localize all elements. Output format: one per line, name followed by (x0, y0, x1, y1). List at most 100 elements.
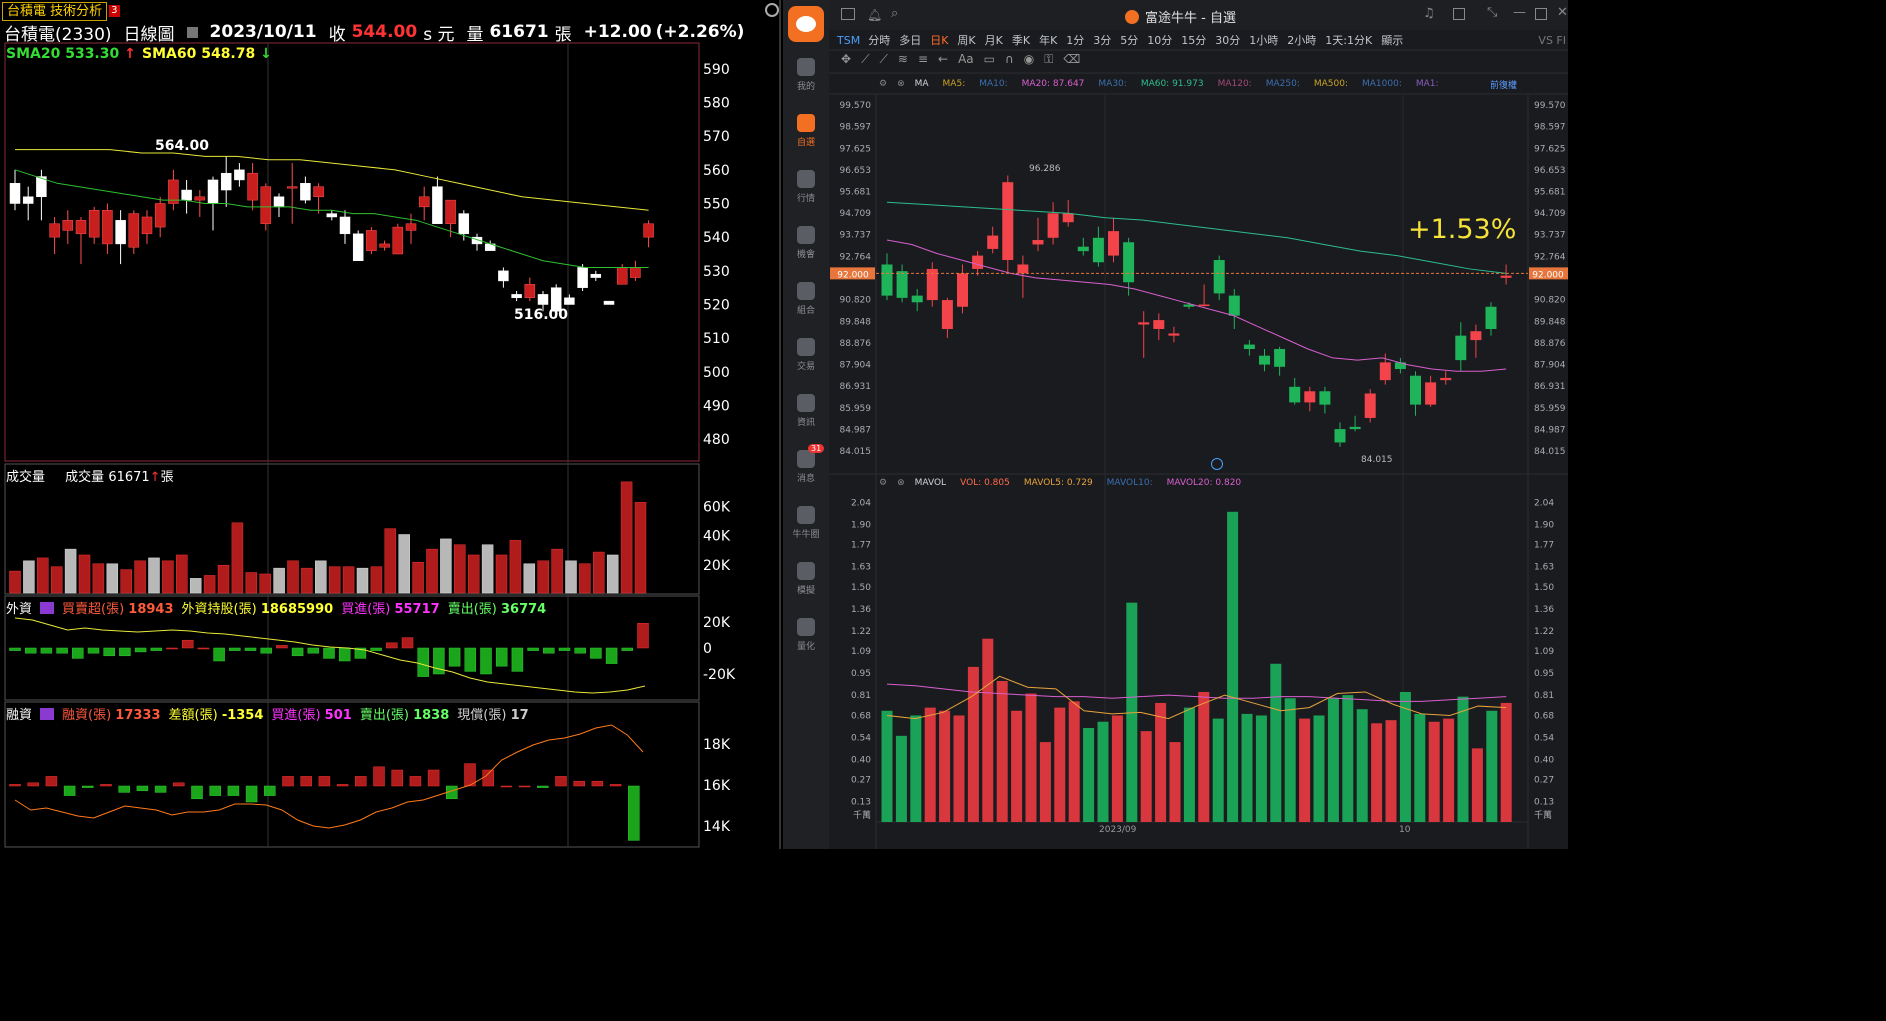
indicator-list-icon[interactable] (40, 601, 55, 614)
price-tick-right: 88.876 (1534, 339, 1566, 349)
expand-icon[interactable]: ⤡ (1487, 5, 1498, 20)
period-tab[interactable]: 5分 (1120, 34, 1139, 47)
close-indicator-icon[interactable]: ⊗ (897, 478, 905, 488)
ma-legend-item[interactable]: MA250: (1265, 79, 1300, 89)
trade-icon (797, 338, 815, 356)
period-tab[interactable]: 2小時 (1287, 34, 1317, 47)
volume-bar (342, 566, 355, 594)
volume-bar (910, 715, 922, 822)
period-dropdown-icon[interactable] (186, 26, 198, 38)
vol-legend-item[interactable]: MAVOL (914, 478, 947, 488)
ma-legend-item[interactable]: MA20: 87.647 (1021, 79, 1085, 89)
sidebar-item[interactable]: 牛牛圈 (783, 506, 829, 540)
channel-tool-icon[interactable]: ≋ (897, 52, 908, 66)
sidebar-item[interactable]: 資訊 (783, 394, 829, 428)
ma-legend-item[interactable]: MA500: (1313, 79, 1348, 89)
vol-legend-item[interactable]: MAVOL20: 0.820 (1166, 478, 1242, 488)
eye-tool-icon[interactable]: ◉ (1023, 52, 1035, 66)
volume-bar (523, 563, 536, 594)
period-tab[interactable]: 季K (1011, 34, 1031, 47)
foreign-bar (401, 637, 414, 649)
indicator-list-icon[interactable] (40, 707, 55, 720)
period-tab[interactable]: 月K (984, 34, 1003, 47)
headset-icon[interactable]: ♫ (1423, 6, 1435, 21)
tab-title[interactable]: 台積電 技術分析 (2, 1, 108, 21)
price-candles (9, 149, 654, 318)
period-tabs: TSM 分時 多日 日K 周K 月K 季K 年K 1分 3分 5分 10分 15分 30分 1小時 2小時 1… (829, 30, 1568, 50)
sidebar-item[interactable]: 模擬 (783, 562, 829, 596)
period-tab[interactable]: 分時 (868, 34, 891, 47)
note-tool-icon[interactable]: ▭ (983, 52, 995, 66)
sidebar-item[interactable]: 機會 (783, 226, 829, 260)
sidebar-item[interactable]: 交易 (783, 338, 829, 372)
minimize-icon[interactable]: — (1513, 5, 1526, 20)
lock-tool-icon[interactable]: ⚿ (1044, 52, 1054, 66)
text-tool-icon[interactable]: Aa (958, 52, 974, 66)
ma-legend-item[interactable]: MA1: (1415, 79, 1439, 89)
maximize-icon[interactable] (1535, 8, 1547, 20)
vol-legend-item[interactable]: VOL: 0.805 (960, 478, 1010, 488)
period-tab[interactable]: 15分 (1181, 34, 1207, 47)
arrow-tool-icon[interactable]: ← (938, 52, 949, 66)
fib-tool-icon[interactable]: ≡ (917, 52, 928, 66)
ray-tool-icon[interactable]: ⟋ (879, 52, 888, 66)
ma-legend-item[interactable]: MA (914, 79, 929, 89)
candle-body (1017, 264, 1029, 274)
ma-legend-item[interactable]: MA30: (1098, 79, 1127, 89)
line-tool-icon[interactable]: ⟋ (861, 52, 870, 66)
sidebar-item[interactable]: 行情 (783, 170, 829, 204)
margin-item: 融資(張) 17333 (62, 704, 161, 723)
period-tab[interactable]: 30分 (1215, 34, 1241, 47)
sidebar-item[interactable]: 消息 31 (783, 444, 829, 484)
foreign-bar (24, 647, 37, 654)
bell-icon[interactable]: 🔔︎ (867, 8, 883, 22)
settings-icon[interactable]: ⚙ (879, 79, 888, 89)
crosshair-icon[interactable]: ✥ (841, 52, 852, 66)
foreign-item-value: 36774 (500, 602, 547, 617)
period-tab[interactable]: 1小時 (1249, 34, 1279, 47)
vol-legend-item[interactable]: MAVOL10: (1106, 478, 1153, 488)
ma-legend-item[interactable]: MA5: (942, 79, 966, 89)
vol-legend-item[interactable]: MAVOL5: 0.729 (1023, 478, 1093, 488)
period-tab[interactable]: 顯示 (1381, 34, 1404, 47)
ma-legend-item[interactable]: MA60: 91.973 (1140, 79, 1204, 89)
period-tab[interactable]: 日K (930, 34, 949, 47)
adjust-label[interactable]: 前復權 (1490, 81, 1518, 91)
sidebar-item-label: 機會 (796, 250, 815, 260)
volume-bar (78, 554, 91, 594)
delete-tool-icon[interactable]: ⌫ (1063, 52, 1081, 66)
settings-icon[interactable]: ⚙ (879, 478, 888, 488)
event-marker-icon[interactable] (1211, 458, 1223, 470)
magnet-tool-icon[interactable]: ∩ (1004, 52, 1014, 66)
sidebar-item[interactable]: 自選 (783, 114, 829, 148)
ticker-label[interactable]: TSM (837, 33, 861, 47)
volume-bar (895, 735, 907, 822)
period-tab[interactable]: 1分 (1066, 34, 1085, 47)
period-tab[interactable]: 年K (1039, 34, 1058, 47)
search-icon[interactable]: ⌕ (891, 6, 899, 21)
period-tab[interactable]: 10分 (1147, 34, 1173, 47)
window-icon[interactable] (1453, 8, 1465, 20)
period-tab[interactable]: 3分 (1093, 34, 1112, 47)
vol-tick-right: 2.04 (1534, 498, 1554, 508)
zoom-icon[interactable] (765, 3, 779, 17)
candle-body (458, 213, 470, 235)
close-indicator-icon[interactable]: ⊗ (897, 79, 905, 89)
ma-legend-item[interactable]: MA10: (979, 79, 1008, 89)
margin-line (14, 724, 644, 829)
sidebar-item[interactable]: 組合 (783, 282, 829, 316)
ma-legend-item[interactable]: MA1000: (1362, 79, 1402, 89)
sidebar-item[interactable]: 量化 (783, 618, 829, 652)
close-icon[interactable]: ✕ (1557, 5, 1568, 20)
period-tab[interactable]: 多日 (899, 34, 922, 47)
menu-icon[interactable] (841, 8, 855, 20)
title-tab[interactable]: 台積電 技術分析 3 (2, 1, 120, 21)
tsm-high-label: 96.286 (1029, 164, 1061, 174)
sidebar-item[interactable]: 我的 (783, 58, 829, 92)
period-tab[interactable]: 周K (957, 34, 976, 47)
period-tab[interactable]: 1天:1分K (1325, 34, 1373, 47)
trend-icon (797, 170, 815, 188)
ma-legend-item[interactable]: MA120: (1217, 79, 1252, 89)
foreign-bar (433, 647, 445, 675)
chart-icon (797, 114, 815, 132)
